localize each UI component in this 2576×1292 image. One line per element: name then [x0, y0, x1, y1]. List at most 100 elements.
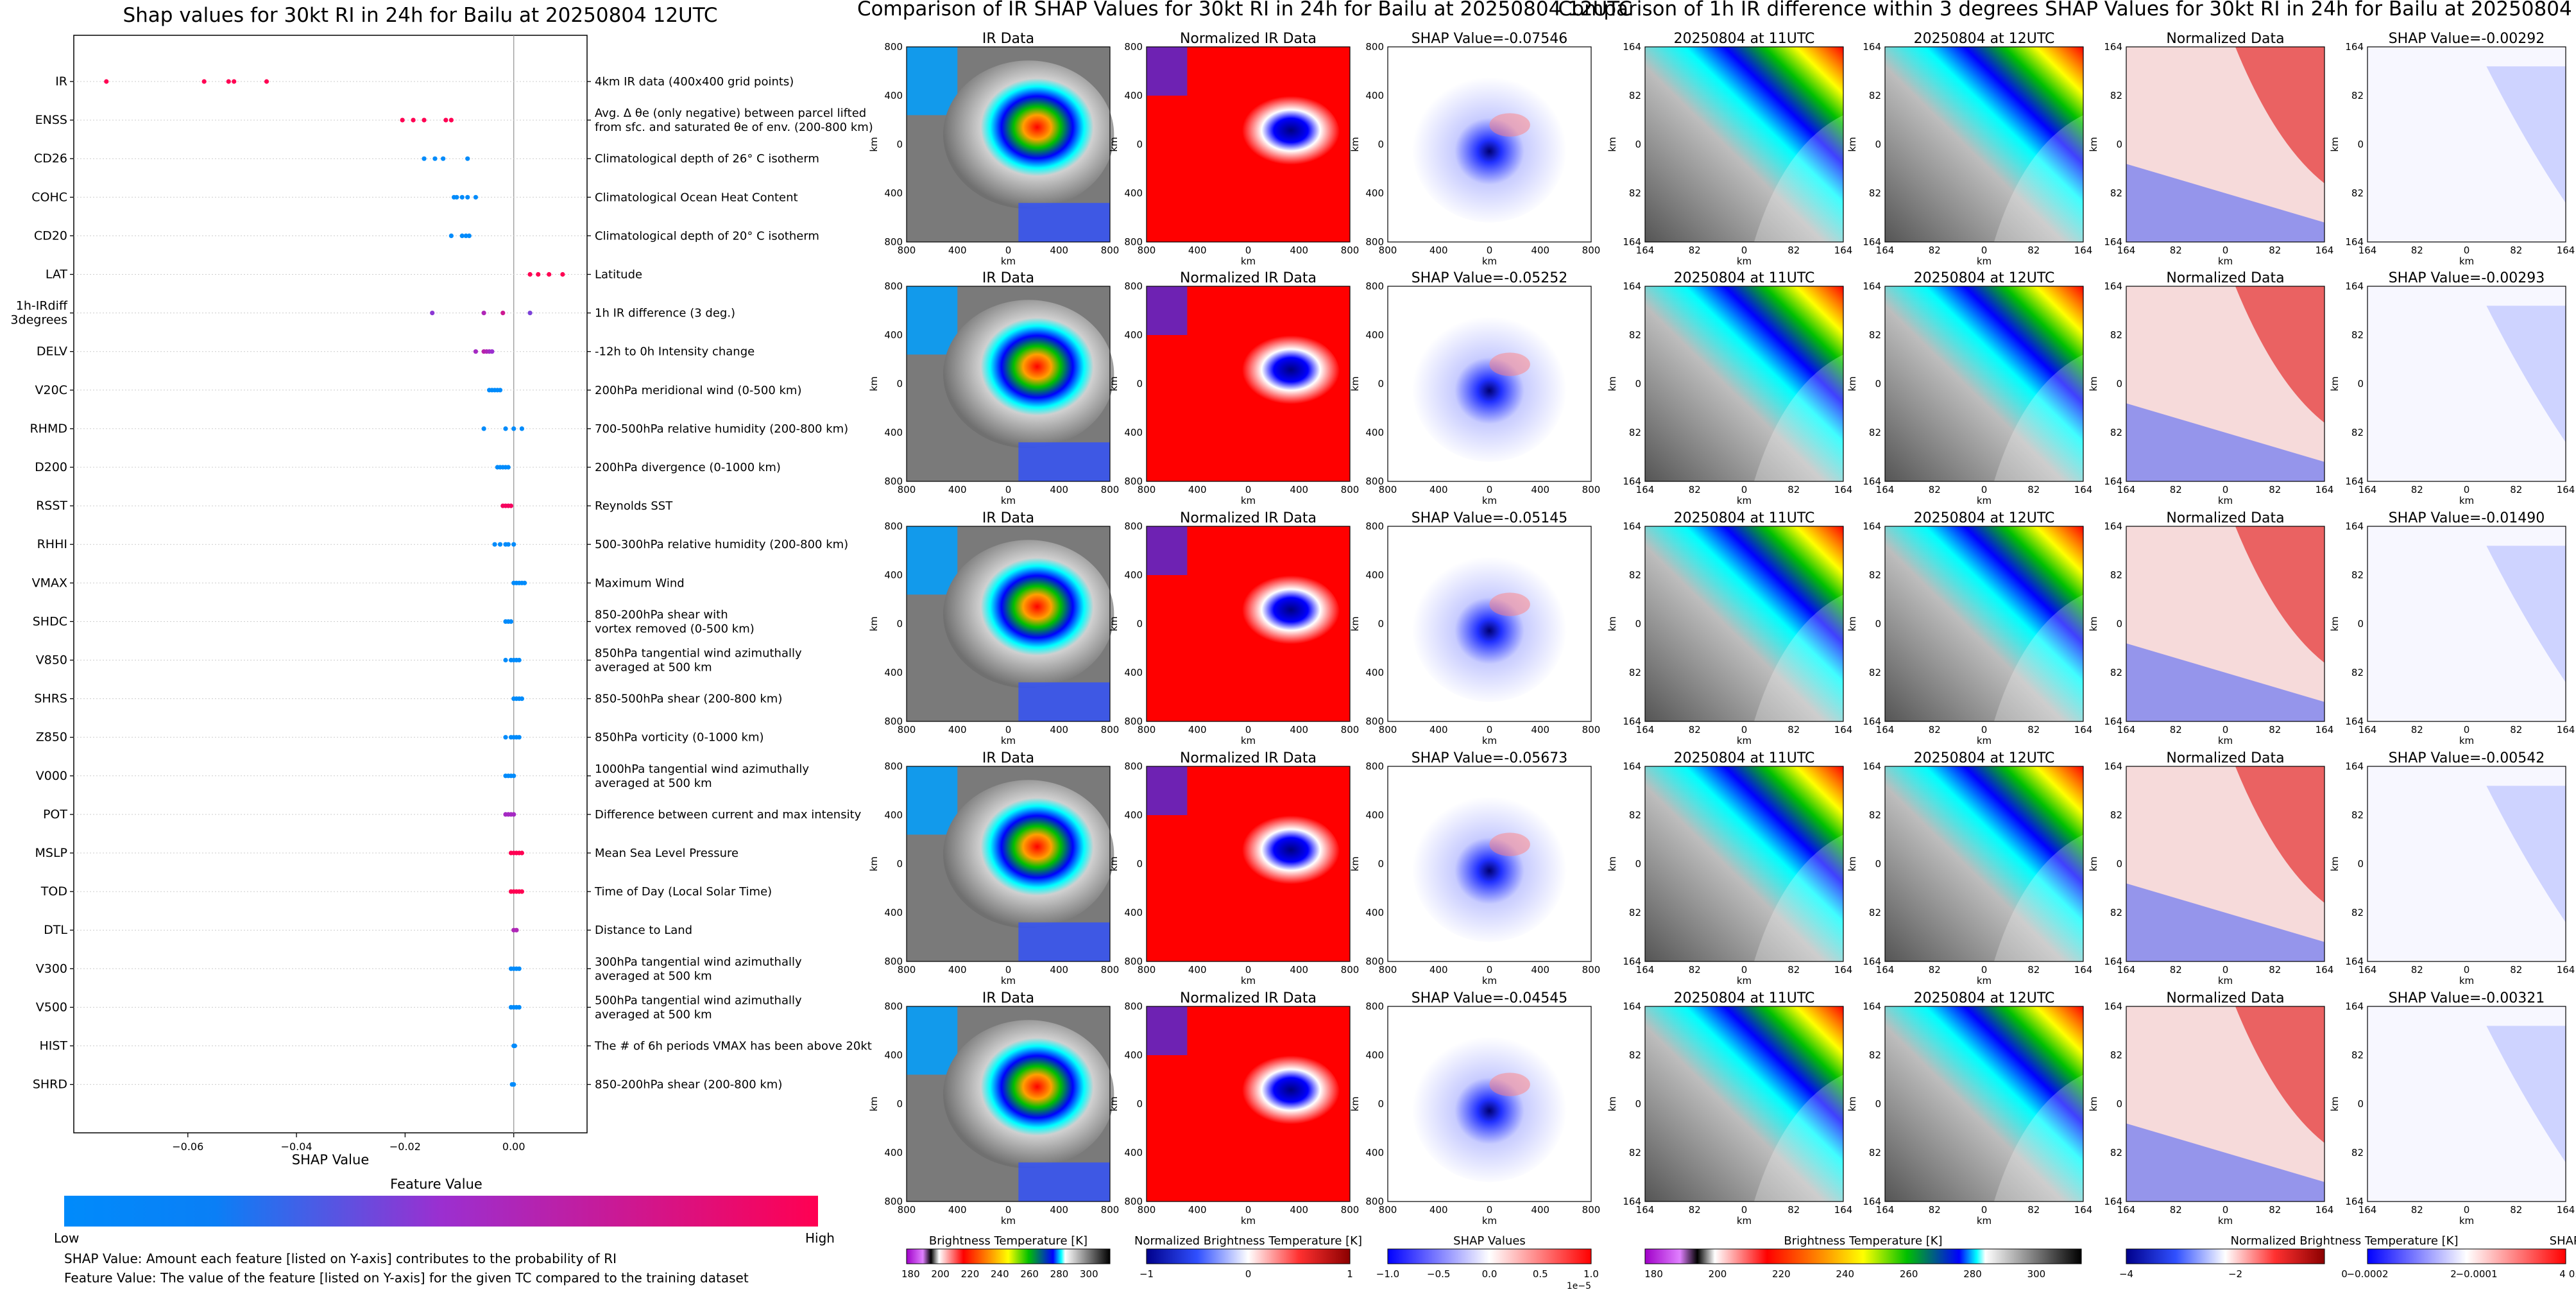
shap-point: [465, 194, 470, 200]
subplot-title: Normalized IR Data: [1180, 990, 1317, 1006]
feature-label: DELV: [37, 345, 67, 359]
feature-label: 1h-IRdiff: [16, 299, 68, 313]
colorbar-label: SHAP Values: [1453, 1234, 1526, 1248]
x-tick-label: 164: [2117, 964, 2136, 976]
x-tick-label: 82: [1929, 1204, 1941, 1216]
x-tick-label: 0: [1981, 964, 1988, 976]
feature-description: averaged at 500 km: [595, 1008, 712, 1021]
image-frame: [2367, 1006, 2566, 1202]
subplot-title: SHAP Value=-0.00292: [2389, 31, 2545, 47]
y-tick-label: 400: [1124, 907, 1143, 918]
x-tick-label: 82: [2269, 964, 2281, 976]
x-tick-label: −0.04: [281, 1141, 312, 1153]
feature-description: 700-500hPa relative humidity (200-800 km…: [595, 422, 848, 436]
y-tick-label: 400: [1365, 569, 1384, 581]
feature-value-colorbar-title: Feature Value: [390, 1176, 482, 1192]
feature-label: SHRD: [33, 1078, 67, 1092]
x-tick-label: 0: [2464, 245, 2470, 256]
y-tick-label: 82: [2110, 1147, 2122, 1158]
x-tick-label: 0: [1981, 484, 1988, 495]
image-shap: [1388, 526, 1591, 721]
subplot-title: SHAP Value=-0.01490: [2389, 510, 2545, 526]
x-tick-label: 800: [1101, 724, 1120, 736]
y-tick-label: 164: [1623, 1196, 1641, 1207]
y-tick-label: 0: [1378, 858, 1384, 870]
y-tick-label: 164: [1863, 521, 1881, 532]
y-tick-label: 0: [896, 139, 903, 150]
image-diff: [1645, 47, 1843, 242]
x-tick-label: 400: [1290, 484, 1308, 495]
image-normdiff: [2126, 47, 2324, 242]
y-tick-label: 164: [1863, 761, 1881, 772]
y-axis-label: km: [1108, 1096, 1120, 1111]
image-shap: [1388, 1006, 1591, 1202]
colorbar-tick: 200: [931, 1268, 950, 1280]
subplot-title: SHAP Value=-0.05145: [1412, 510, 1568, 526]
y-axis-label: km: [1349, 856, 1361, 871]
shap-point: [490, 349, 495, 354]
y-tick-label: 400: [1365, 809, 1384, 821]
subplot-title: Normalized Data: [2166, 990, 2284, 1006]
subplot-title: 20250804 at 12UTC: [1914, 270, 2055, 286]
shap-point: [519, 426, 525, 431]
x-axis-label: km: [1482, 495, 1497, 506]
y-tick-label: 400: [884, 329, 903, 341]
y-tick-label: 800: [1124, 476, 1143, 487]
image-frame: [1146, 526, 1351, 722]
y-axis-label: km: [2088, 137, 2099, 151]
y-tick-label: 800: [1124, 761, 1143, 772]
x-tick-label: 0: [1005, 724, 1012, 736]
y-tick-label: 800: [1365, 521, 1384, 532]
x-axis-label: km: [2459, 255, 2474, 267]
x-axis-label: km: [1241, 735, 1256, 746]
y-tick-label: 0: [1875, 858, 1881, 870]
x-axis-label: km: [1001, 255, 1016, 267]
colorbar-label: Brightness Temperature [K]: [1784, 1234, 1942, 1248]
x-tick-label: 82: [2411, 1204, 2423, 1216]
colorbar-tick: 220: [961, 1268, 980, 1280]
feature-description: -12h to 0h Intensity change: [595, 345, 755, 359]
colorbar: [1146, 1248, 1351, 1264]
x-tick-label: 82: [2027, 484, 2040, 495]
y-tick-label: 0: [896, 1098, 903, 1110]
x-tick-label: 82: [2027, 245, 2040, 256]
y-tick-label: 800: [1365, 716, 1384, 727]
image-ir: [907, 1006, 1114, 1202]
shap-point: [481, 311, 486, 316]
y-tick-label: 164: [1863, 236, 1881, 248]
image-frame: [1884, 1006, 2084, 1202]
image-frame: [2367, 766, 2566, 962]
feature-label: LAT: [46, 268, 68, 282]
y-tick-label: 400: [884, 1147, 903, 1158]
y-axis-label: km: [2088, 1096, 2099, 1111]
subplot-title: SHAP Value=-0.00293: [2389, 270, 2545, 286]
x-tick-label: 400: [948, 724, 967, 736]
x-tick-label: 400: [1188, 724, 1207, 736]
subplot-title: Normalized IR Data: [1180, 270, 1317, 286]
image-norm: [1147, 286, 1350, 481]
y-tick-label: 82: [1629, 427, 1641, 438]
y-tick-label: 800: [1365, 761, 1384, 772]
x-tick-label: 0: [1741, 964, 1748, 976]
x-axis-label: km: [2218, 495, 2233, 506]
y-axis-label: km: [868, 616, 880, 631]
x-tick-label: 800: [898, 724, 916, 736]
y-tick-label: 0: [1136, 618, 1143, 630]
x-tick-label: 0: [1487, 245, 1493, 256]
y-tick-label: 164: [1623, 761, 1641, 772]
shap-point: [522, 580, 527, 585]
y-tick-label: 400: [884, 667, 903, 678]
image-frame: [1387, 766, 1592, 962]
shap-point: [497, 388, 503, 393]
x-tick-label: 82: [1929, 245, 1941, 256]
image-shapdiff: [2367, 286, 2566, 481]
colorbar-tick: 220: [1772, 1268, 1791, 1280]
subplot-title: 20250804 at 11UTC: [1674, 990, 1815, 1006]
feature-label: V20C: [35, 383, 67, 397]
image-shapdiff: [2367, 766, 2566, 961]
y-tick-label: 400: [1365, 427, 1384, 438]
y-axis-label: km: [868, 137, 880, 151]
x-axis-label: km: [1241, 255, 1256, 267]
